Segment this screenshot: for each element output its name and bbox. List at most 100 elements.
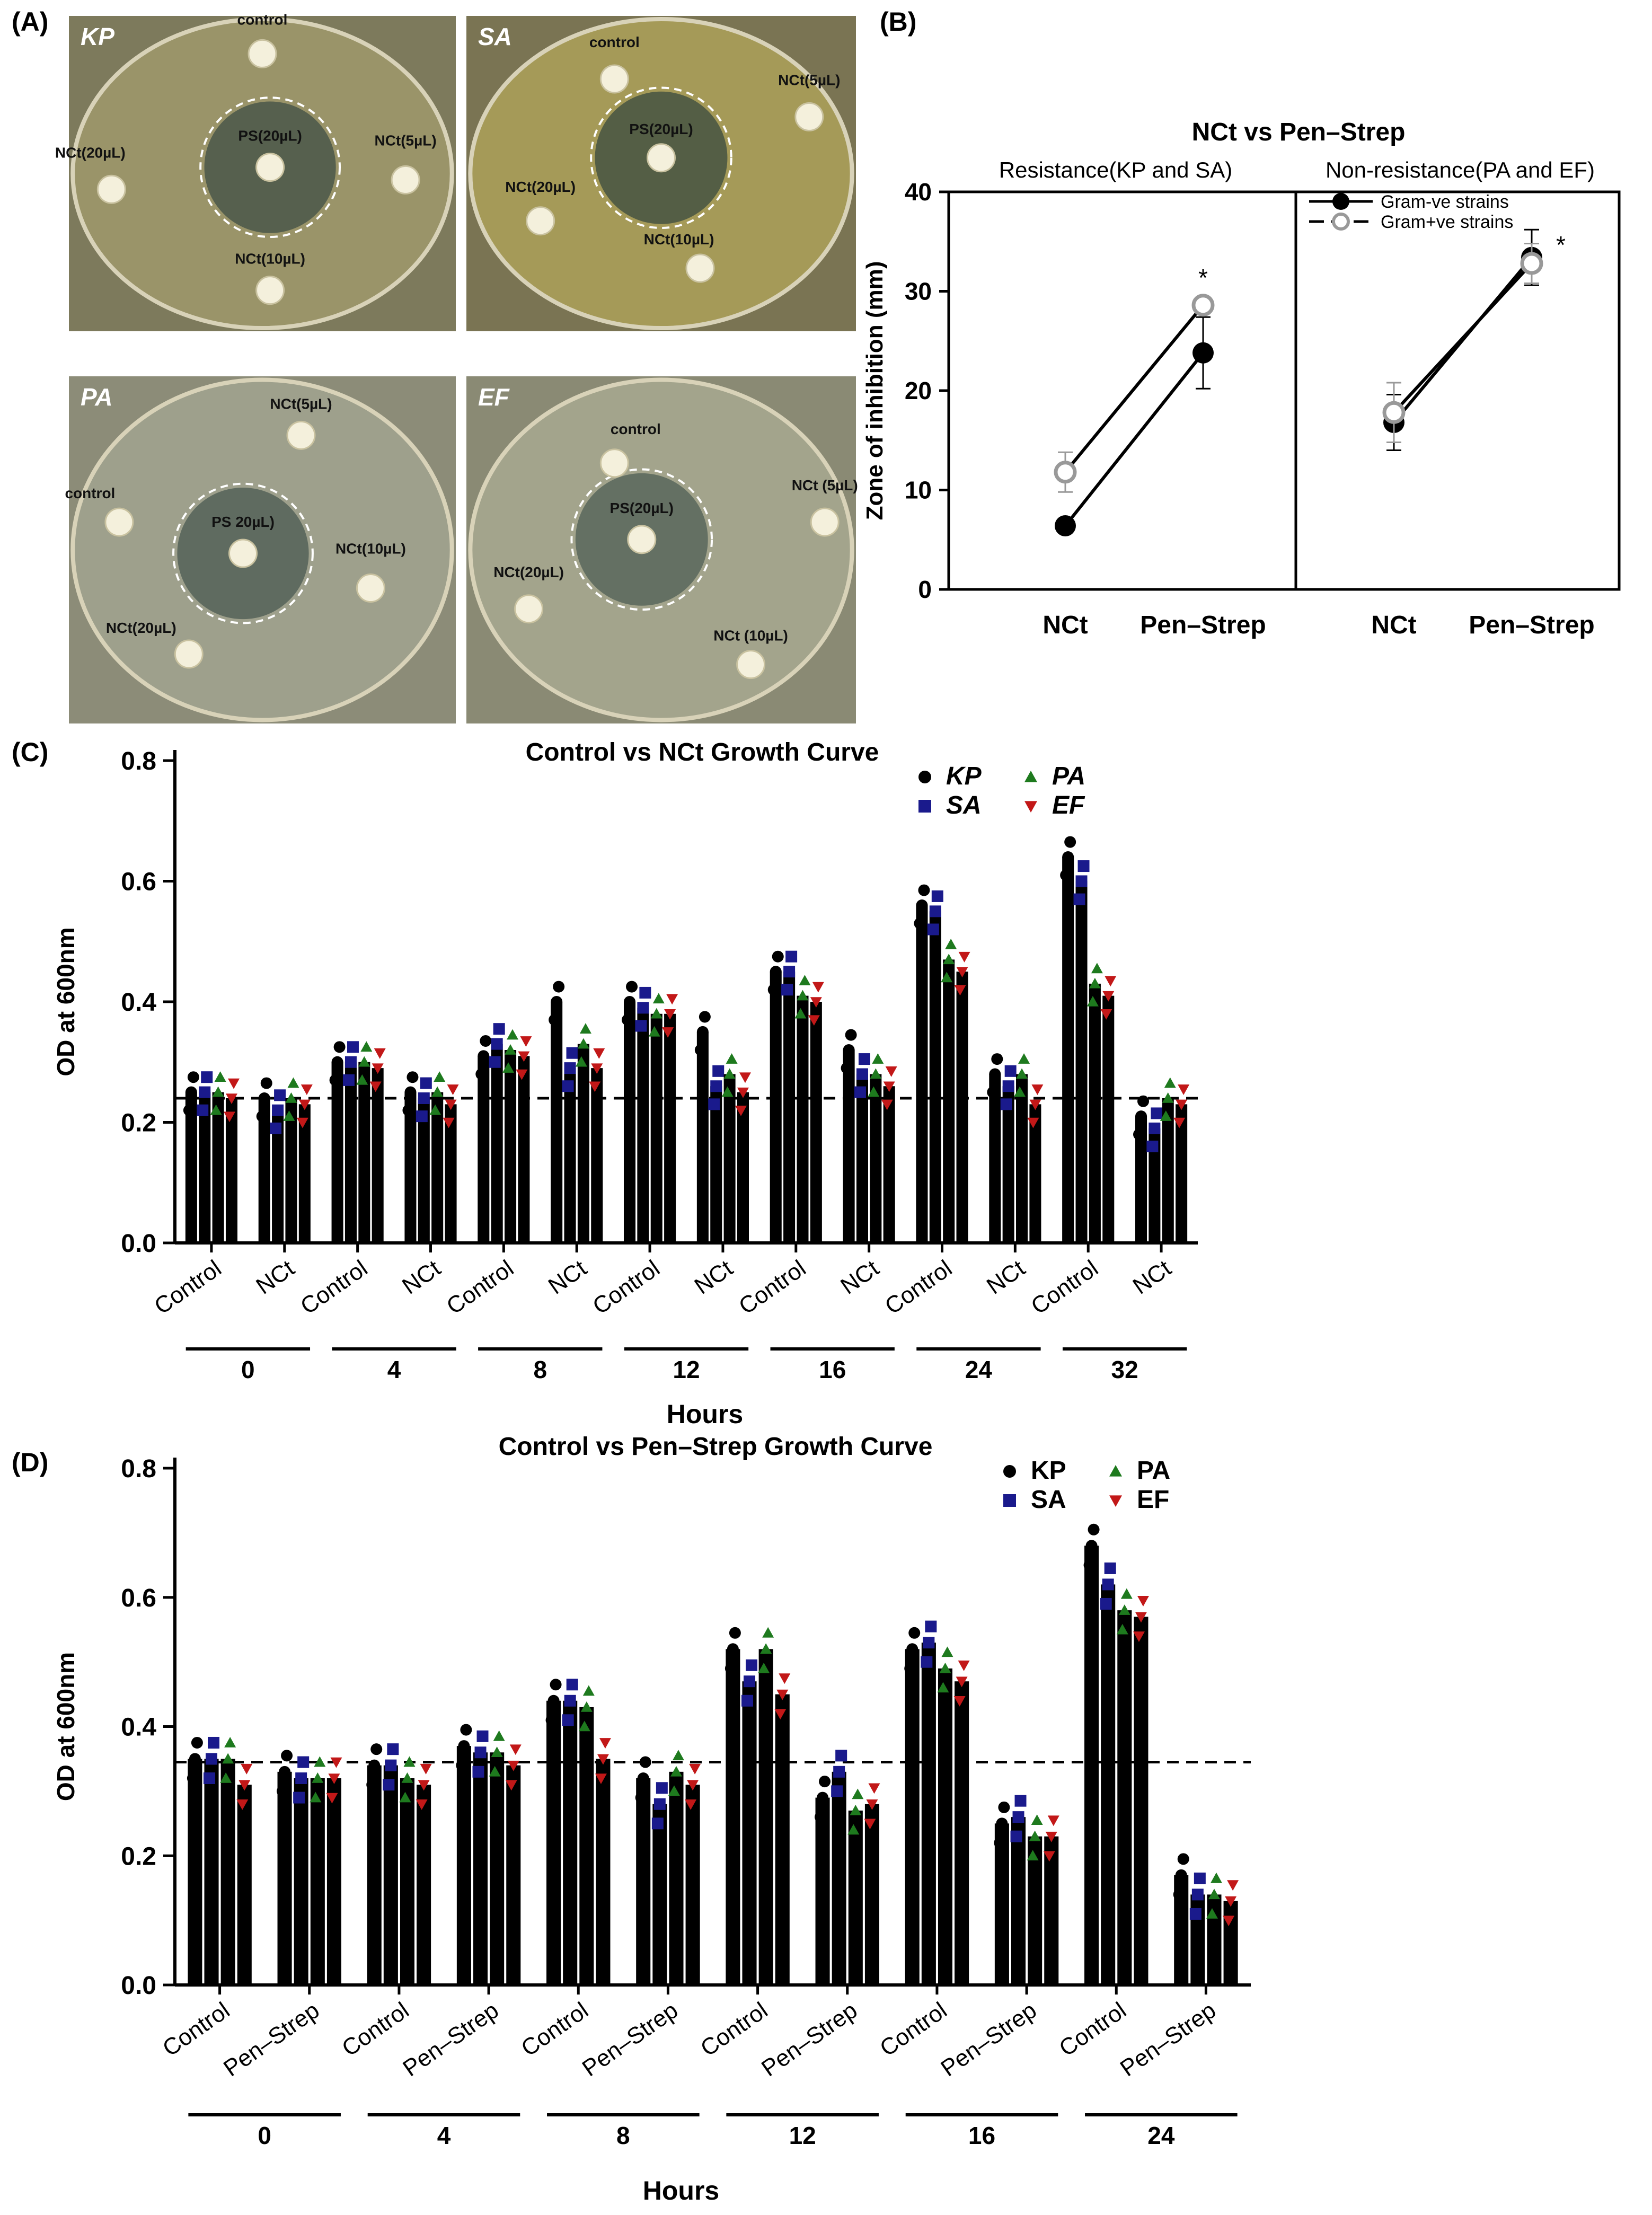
data-point [566,1679,578,1691]
data-point [696,1026,709,1038]
legend-label: SA [946,791,982,819]
data-point [1135,1612,1147,1623]
data-point [1029,1830,1041,1841]
data-point [293,1792,305,1804]
data-point [812,982,824,993]
data-point [403,1756,416,1767]
data-point [689,1763,701,1775]
chart-b-ylabel: Zone of inhibition (mm) [862,261,888,520]
data-point [850,1804,862,1815]
bar-pa [1028,1836,1043,1985]
plate-label: NCt(10µL) [235,251,305,267]
data-point [906,1643,918,1655]
plate-label: PS(20µL) [629,121,693,137]
y-tick-label: 10 [905,476,932,504]
data-point [727,1643,739,1655]
data-point [366,1779,378,1791]
data-point [1105,976,1117,987]
group-label: 0 [258,2122,271,2149]
data-point [1189,1908,1202,1920]
data-point [941,972,953,983]
series-line [1064,304,1205,473]
data-point [326,1793,338,1804]
zone-outline [199,96,341,238]
legend-label: SA [1031,1486,1066,1514]
data-point [868,1086,880,1097]
data-point [781,984,793,996]
data-point [868,1783,880,1794]
bar-sa [742,1681,757,1985]
panel-label-a: (A) [12,7,49,37]
zone-of-inhibition-chart: NCt vs Pen–Strep Resistance(KP and SA) Non… [862,118,1621,639]
plate-label: NCt(10µL) [644,231,714,248]
y-tick-label: 30 [905,278,932,305]
bar-pa [1089,983,1101,1243]
group-label: 16 [819,1356,846,1383]
data-point [566,1047,578,1059]
plate-label: control [611,421,661,437]
data-point [201,1071,213,1083]
data-point [929,905,941,917]
bar-sa [383,1765,398,1985]
bar-sa [473,1752,488,1985]
group-label: 32 [1111,1356,1138,1383]
group-label: 24 [1147,2122,1175,2149]
data-point [843,1044,855,1056]
data-point [358,1056,370,1067]
data-point [516,1069,528,1080]
data-point [360,1041,373,1052]
data-point [817,1792,829,1804]
bar-sa [637,1008,649,1243]
y-tick-label: 0.0 [121,1972,156,2000]
plate-label: NCt(20µL) [493,564,564,580]
data-point [931,890,943,902]
data-point [429,1104,441,1115]
data-point [260,1077,272,1089]
data-point [1003,1465,1016,1478]
bar-kp [404,1092,417,1243]
bar-kp [456,1746,471,1985]
significance-mark: * [1556,231,1566,259]
antibiotic-disk [391,165,420,195]
data-point [1208,1889,1220,1900]
data-point [1100,1009,1112,1020]
data-point [478,1050,490,1062]
data-point [989,1068,1001,1080]
data-point [1012,1811,1024,1823]
y-tick-label: 0.6 [121,1584,156,1612]
data-point [797,990,809,1001]
data-point [256,1110,268,1123]
data-point [870,1068,882,1079]
plate-label: NCt (10µL) [713,628,788,644]
bar-ef [326,1778,341,1985]
bar-sa [563,1700,578,1985]
data-point [1004,1065,1017,1077]
data-point [799,975,811,985]
bar-pa [285,1098,297,1243]
data-point [694,1044,706,1056]
bar-pa [943,959,955,1243]
data-point [652,993,665,1004]
panel-label-c: (C) [12,737,49,767]
data-point [225,1093,237,1104]
data-point [553,981,565,993]
data-point [564,1695,576,1707]
condition-label: Control [158,1997,234,2061]
bar-pa [505,1050,517,1243]
data-point [1100,1598,1112,1610]
plate-strain-label: SA [478,23,512,50]
bar-sa [272,1110,284,1243]
data-point [772,950,784,963]
data-point [277,1785,289,1797]
data-point [298,1099,311,1110]
bar-pa [1016,1074,1028,1243]
data-point [475,1068,488,1080]
data-point [956,1676,968,1688]
legend-marker [1332,213,1350,231]
data-point [493,1023,505,1035]
data-point [1077,860,1090,872]
condition-label: Control [696,1997,772,2061]
antibiotic-disk [685,253,715,283]
data-point [776,1689,789,1700]
legend-label: EF [1052,791,1085,819]
